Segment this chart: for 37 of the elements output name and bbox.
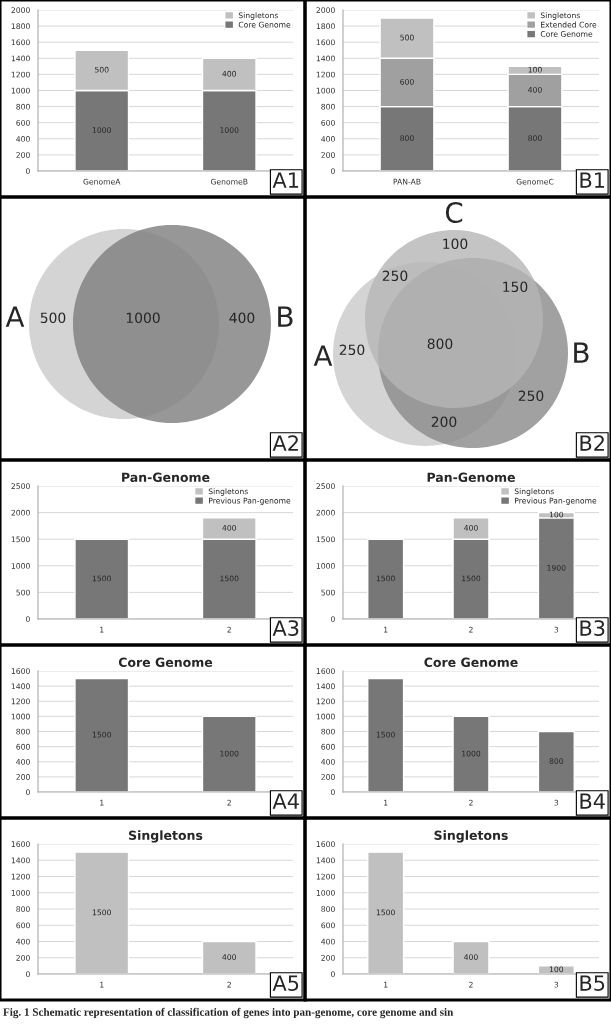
text: A2 (272, 435, 298, 451)
text: A3 (272, 620, 299, 636)
bar (452, 715, 490, 792)
chart-title: Core Genome (424, 657, 518, 668)
text: 100 (443, 238, 468, 250)
text: B4 (580, 793, 605, 809)
text: C (445, 202, 463, 224)
text: B5 (580, 975, 605, 991)
data-label: 500 (40, 312, 66, 324)
text: B (278, 306, 293, 327)
bar (367, 677, 405, 792)
text: B2 (580, 435, 604, 451)
text: A4 (272, 793, 299, 809)
text: 200 (431, 416, 457, 428)
text: 250 (382, 270, 408, 282)
chart-title: Pan-Genome (427, 472, 515, 483)
bar (367, 851, 405, 974)
chart-title: Singletons (129, 830, 203, 843)
text: B3 (580, 620, 605, 636)
bar (452, 940, 490, 974)
text: B1 (580, 172, 605, 188)
data-label: 400 (229, 312, 255, 324)
text: A (313, 345, 333, 366)
chart-title: Core Genome (118, 657, 213, 668)
caption: Fig. 1 Schematic representation of classification of genes into pan-genome, core genome and sin (3, 1007, 454, 1019)
chart-title: Singletons (434, 830, 508, 843)
text: A (5, 306, 25, 327)
chart-title: Pan-Genome (122, 472, 210, 483)
text: B (574, 342, 589, 363)
text: 250 (339, 344, 365, 356)
text: 150 (503, 281, 528, 293)
text: A1 (272, 172, 299, 188)
text: 800 (427, 338, 453, 350)
text: 1000 (126, 312, 160, 324)
bar (367, 538, 405, 619)
text: A5 (272, 975, 299, 991)
text: 250 (518, 390, 544, 402)
